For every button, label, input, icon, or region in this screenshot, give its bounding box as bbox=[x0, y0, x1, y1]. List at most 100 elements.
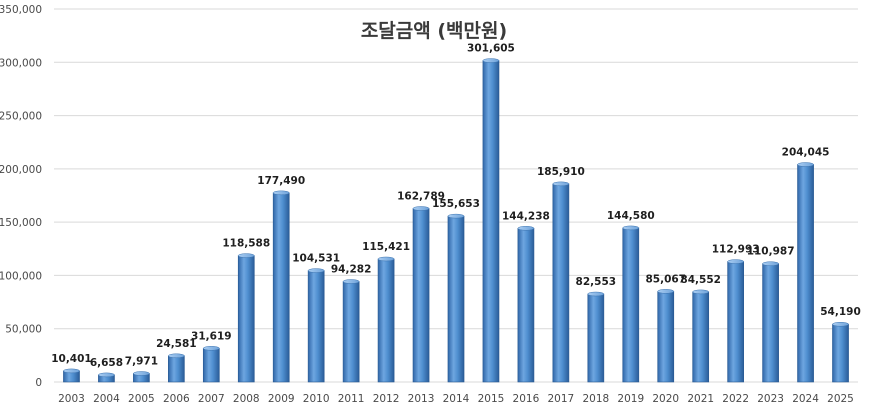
data-label-2019: 144,580 bbox=[607, 210, 655, 222]
y-tick-label: 300,000 bbox=[0, 57, 42, 69]
bar-2024 bbox=[797, 164, 814, 383]
data-label-2003: 10,401 bbox=[51, 353, 92, 365]
bar-2018 bbox=[587, 293, 605, 383]
bar-2009 bbox=[272, 192, 290, 383]
x-tick-label: 2009 bbox=[268, 393, 295, 405]
y-tick-label: 50,000 bbox=[5, 324, 42, 336]
x-tick-label: 2014 bbox=[443, 393, 470, 405]
chart-title: 조달금액 (백만원) bbox=[361, 20, 507, 42]
y-tick-label: 350,000 bbox=[0, 4, 42, 16]
data-label-2005: 7,971 bbox=[125, 356, 158, 368]
bar-2012 bbox=[377, 258, 395, 383]
bar-2025 bbox=[832, 323, 849, 383]
bar-cap-2015 bbox=[482, 58, 500, 63]
bar-2021 bbox=[692, 291, 710, 383]
bars bbox=[63, 58, 849, 383]
x-axis-ticks: 2003 2004 2005 2006 2007 2008 2009 2010 2011 2012… bbox=[58, 393, 854, 405]
x-tick-label: 2025 bbox=[827, 393, 854, 405]
bar-cap-2007 bbox=[203, 346, 220, 351]
y-tick-label: 200,000 bbox=[0, 164, 42, 176]
data-label-2013: 162,789 bbox=[397, 191, 445, 203]
bar-cap-2012 bbox=[377, 256, 395, 262]
bar-cap-2004 bbox=[98, 372, 115, 378]
bar-2015 bbox=[482, 60, 500, 383]
data-label-2006: 24,581 bbox=[156, 338, 197, 350]
x-tick-label: 2013 bbox=[408, 393, 435, 405]
bar-cap-2003 bbox=[63, 368, 80, 374]
x-tick-label: 2016 bbox=[513, 393, 540, 405]
data-label-2024: 204,045 bbox=[782, 147, 830, 159]
bar-cap-2009 bbox=[272, 190, 290, 196]
bar-2007 bbox=[202, 348, 220, 383]
bar-2017 bbox=[552, 183, 570, 383]
bar-cap-2014 bbox=[447, 213, 465, 219]
x-tick-label: 2010 bbox=[303, 393, 330, 405]
bar-2006 bbox=[168, 355, 185, 383]
bar-cap-2008 bbox=[237, 253, 255, 258]
bar-cap-2022 bbox=[727, 259, 744, 264]
data-label-2010: 104,531 bbox=[292, 253, 340, 265]
data-label-2025: 54,190 bbox=[820, 306, 861, 318]
bar-2019 bbox=[622, 227, 640, 383]
bar-cap-2019 bbox=[622, 225, 640, 231]
x-tick-label: 2007 bbox=[198, 393, 225, 405]
bar-cap-2025 bbox=[832, 321, 849, 327]
bar-cap-2005 bbox=[133, 371, 150, 376]
x-tick-label: 2017 bbox=[548, 393, 575, 405]
x-tick-label: 2006 bbox=[163, 393, 190, 405]
x-tick-label: 2022 bbox=[722, 393, 749, 405]
bar-cap-2006 bbox=[168, 353, 185, 359]
y-axis-ticks: 0 50,000 100,000 150,000 200,000 250,000 300,0… bbox=[0, 4, 42, 389]
bar-cap-2018 bbox=[587, 291, 605, 297]
data-label-2022: 112,993 bbox=[712, 244, 760, 256]
bar-2011 bbox=[342, 281, 360, 383]
data-label-2011: 94,282 bbox=[331, 264, 372, 276]
y-tick-label: 0 bbox=[35, 377, 42, 389]
bar-2010 bbox=[307, 270, 325, 383]
y-tick-label: 100,000 bbox=[0, 270, 42, 282]
data-label-2021: 84,552 bbox=[680, 274, 721, 286]
bar-cap-2011 bbox=[342, 279, 360, 284]
bar-2013 bbox=[412, 208, 430, 383]
bar-2020 bbox=[657, 291, 675, 383]
bar-cap-2017 bbox=[552, 181, 570, 187]
y-tick-label: 250,000 bbox=[0, 111, 42, 123]
bar-cap-2023 bbox=[762, 261, 779, 266]
data-label-2015: 301,605 bbox=[467, 43, 515, 55]
data-label-2014: 155,653 bbox=[432, 198, 480, 210]
data-label-2007: 31,619 bbox=[191, 330, 232, 342]
x-tick-label: 2012 bbox=[373, 393, 400, 405]
bar-2022 bbox=[727, 261, 744, 383]
bar-2023 bbox=[762, 263, 779, 383]
bar-cap-2024 bbox=[797, 162, 814, 167]
x-tick-label: 2015 bbox=[478, 393, 505, 405]
bar-cap-2010 bbox=[307, 268, 325, 273]
x-tick-label: 2020 bbox=[652, 393, 679, 405]
x-tick-label: 2011 bbox=[338, 393, 365, 405]
data-label-2012: 115,421 bbox=[362, 241, 410, 253]
x-tick-label: 2018 bbox=[582, 393, 609, 405]
x-tick-label: 2008 bbox=[233, 393, 260, 405]
y-tick-label: 150,000 bbox=[0, 217, 42, 229]
data-label-2009: 177,490 bbox=[257, 175, 305, 187]
data-label-2017: 185,910 bbox=[537, 166, 585, 178]
bar-cap-2013 bbox=[412, 206, 430, 211]
data-label-2008: 118,588 bbox=[222, 238, 270, 250]
x-tick-label: 2024 bbox=[792, 393, 819, 405]
x-tick-label: 2019 bbox=[617, 393, 644, 405]
data-label-2023: 110,987 bbox=[747, 246, 795, 258]
data-label-2018: 82,553 bbox=[576, 276, 617, 288]
x-tick-label: 2023 bbox=[757, 393, 784, 405]
x-tick-label: 2021 bbox=[687, 393, 714, 405]
data-label-2004: 6,658 bbox=[90, 357, 123, 369]
bar-cap-2016 bbox=[517, 226, 535, 231]
data-label-2020: 85,067 bbox=[645, 273, 686, 285]
x-tick-label: 2003 bbox=[58, 393, 85, 405]
bar-cap-2020 bbox=[657, 289, 675, 294]
data-label-2016: 144,238 bbox=[502, 210, 550, 222]
x-tick-label: 2004 bbox=[93, 393, 120, 405]
x-tick-label: 2005 bbox=[128, 393, 155, 405]
bar-2016 bbox=[517, 227, 535, 383]
